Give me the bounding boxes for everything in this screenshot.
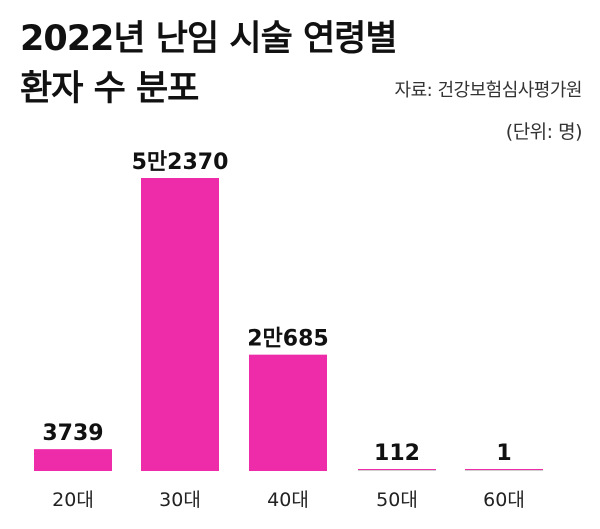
unit-note: (단위: 명) [505, 121, 583, 143]
chart-title-line2: 환자 수 분포 [20, 69, 199, 109]
category-label-20s: 20대 [52, 489, 94, 511]
value-label-40s: 2만685 [247, 327, 328, 352]
category-label-30s: 30대 [159, 489, 201, 511]
source-note: 자료: 건강보험심사평가원 [394, 80, 583, 101]
category-label-60s: 60대 [483, 489, 525, 511]
bar-50s [358, 469, 436, 470]
bar-20s [34, 449, 112, 470]
value-label-60s: 1 [496, 441, 511, 466]
bar-30s [141, 178, 219, 470]
value-label-50s: 112 [374, 441, 420, 466]
chart-title-line1: 2022년 난임 시술 연령별 [20, 19, 398, 59]
bar-60s [465, 469, 543, 470]
category-label-40s: 40대 [267, 489, 309, 511]
category-label-50s: 50대 [376, 489, 418, 511]
value-label-20s: 3739 [42, 421, 103, 446]
value-label-30s: 5만2370 [132, 150, 229, 175]
bar-40s [249, 354, 327, 470]
